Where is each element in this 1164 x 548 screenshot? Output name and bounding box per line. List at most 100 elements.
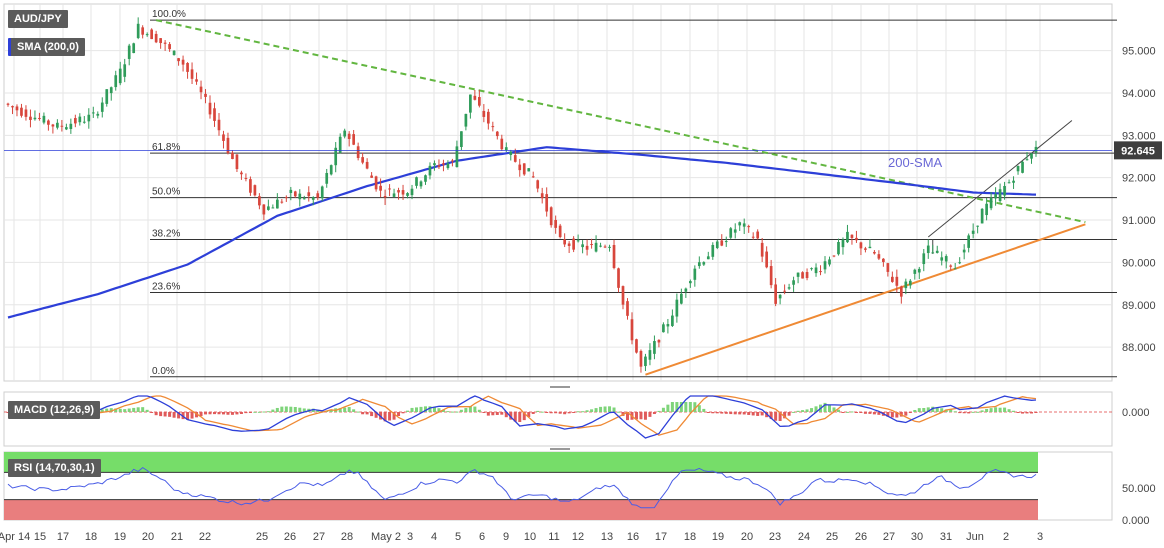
candle-body	[334, 147, 338, 166]
rsi-y-tick: 0.000	[1122, 515, 1150, 527]
candle-body	[962, 249, 966, 253]
candle-body	[666, 324, 670, 327]
x-tick-label: 20	[741, 531, 753, 543]
grid	[3, 3, 1113, 521]
candle-body	[864, 248, 867, 250]
x-tick-label: 4	[431, 531, 437, 543]
candle-body	[127, 45, 131, 59]
price-tag-box	[1114, 141, 1162, 160]
candle-body	[56, 122, 59, 128]
macd-histogram-bar	[190, 412, 194, 419]
rsi-line	[7, 466, 1037, 509]
macd-histogram-bar	[356, 411, 360, 413]
y-tick-label: 90.000	[1122, 257, 1156, 269]
x-tick-label: 17	[655, 531, 667, 543]
candle-body	[495, 131, 499, 137]
macd-histogram-bar	[141, 407, 145, 412]
macd-histogram-bar	[854, 412, 858, 413]
candle-body	[702, 262, 706, 265]
candle-body	[994, 194, 997, 199]
candle-body	[370, 175, 373, 178]
macd-histogram-bar	[684, 402, 688, 412]
macd-histogram-bar	[563, 412, 567, 415]
candle-body	[626, 301, 629, 316]
candle-body	[51, 124, 55, 127]
candle-body	[145, 34, 149, 36]
macd-histogram-bar	[890, 412, 894, 418]
x-tick-label: 2	[1003, 531, 1009, 543]
candle-body	[208, 102, 212, 115]
candle-body	[783, 290, 786, 292]
candle-body	[388, 188, 391, 190]
x-tick-label: 11	[548, 531, 559, 543]
macd-histogram-bar	[522, 412, 526, 421]
macd-histogram-bar	[100, 409, 104, 412]
macd-histogram-bar	[105, 408, 109, 412]
candle-body	[855, 237, 858, 241]
macd-histogram-bar	[410, 407, 414, 412]
candle-body	[895, 276, 899, 286]
macd-histogram-bar	[859, 412, 863, 413]
macd-histogram-bar	[617, 411, 621, 413]
x-tick-label: 30	[911, 531, 923, 543]
y-tick-label: 94.000	[1122, 88, 1156, 100]
candle-body	[96, 113, 100, 116]
candle-body	[419, 181, 423, 187]
candle-body	[316, 193, 320, 198]
candle-body	[478, 97, 481, 106]
macd-histogram-bar	[536, 410, 540, 412]
macd-histogram-bar	[608, 406, 612, 412]
x-tick-label: 22	[199, 531, 211, 543]
y-tick-label: 88.000	[1122, 342, 1156, 354]
candle-body	[585, 245, 589, 250]
macd-histogram-bar	[195, 412, 199, 418]
macd-histogram-bar	[940, 408, 944, 412]
candle-body	[657, 339, 661, 343]
candle-body	[190, 69, 194, 79]
candle-body	[814, 267, 818, 274]
candle-body	[213, 108, 216, 121]
x-tick-label: 21	[171, 531, 183, 543]
x-tick-label: 6	[479, 531, 485, 543]
candle-body	[195, 79, 198, 82]
macd-histogram-bar	[572, 412, 576, 413]
macd-histogram-bar	[634, 412, 638, 420]
y-tick-label: 89.000	[1122, 300, 1156, 312]
macd-label: MACD (12,26,9)	[8, 401, 101, 419]
candle-body	[401, 190, 405, 195]
macd-histogram-bar	[702, 408, 706, 412]
sma-annotation: 200-SMA	[888, 155, 943, 170]
candle-body	[24, 109, 28, 117]
x-tick-label: 25	[256, 531, 268, 543]
candle-body	[778, 294, 782, 299]
candle-body	[917, 268, 921, 273]
macd-histogram-bar	[441, 409, 445, 412]
price-tag: 92.645	[1121, 145, 1155, 157]
candle-body	[805, 272, 809, 279]
candle-body	[47, 120, 50, 125]
x-tick-label: 31	[940, 531, 952, 543]
candle-body	[558, 225, 562, 238]
candle-body	[823, 261, 827, 270]
candle-body	[599, 245, 602, 247]
candle-body	[69, 123, 73, 129]
candle-body	[904, 281, 908, 289]
candle-body	[172, 50, 176, 56]
macd-histogram-bar	[760, 412, 764, 416]
candle-body	[60, 125, 64, 127]
candle-body	[302, 198, 306, 200]
candle-body	[379, 185, 382, 191]
candle-body	[949, 265, 953, 267]
candle-body	[428, 165, 432, 176]
x-tick-label: May 2	[371, 531, 401, 543]
macd-histogram-bar	[810, 408, 814, 412]
macd-histogram-bar	[787, 412, 791, 416]
macd-histogram-bar	[154, 412, 158, 416]
x-tick-label: 16	[627, 531, 639, 543]
candle-body	[549, 207, 553, 226]
macd-histogram-bar	[774, 412, 778, 421]
macd-histogram-bar	[347, 407, 351, 412]
candle-body	[953, 268, 957, 270]
candle-body	[320, 186, 324, 199]
macd-histogram-bar	[239, 412, 243, 414]
